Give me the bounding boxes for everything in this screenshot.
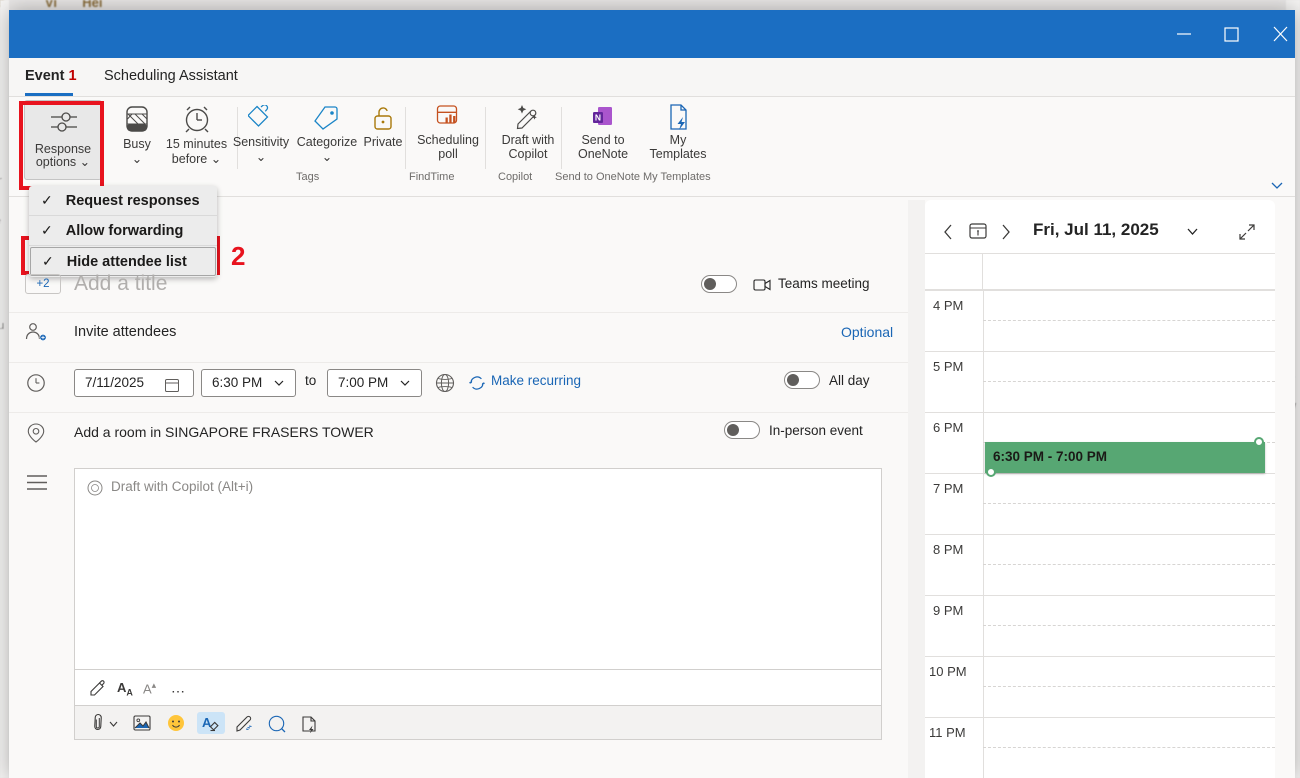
svg-text:A: A (202, 715, 212, 730)
svg-text:N: N (595, 113, 601, 123)
